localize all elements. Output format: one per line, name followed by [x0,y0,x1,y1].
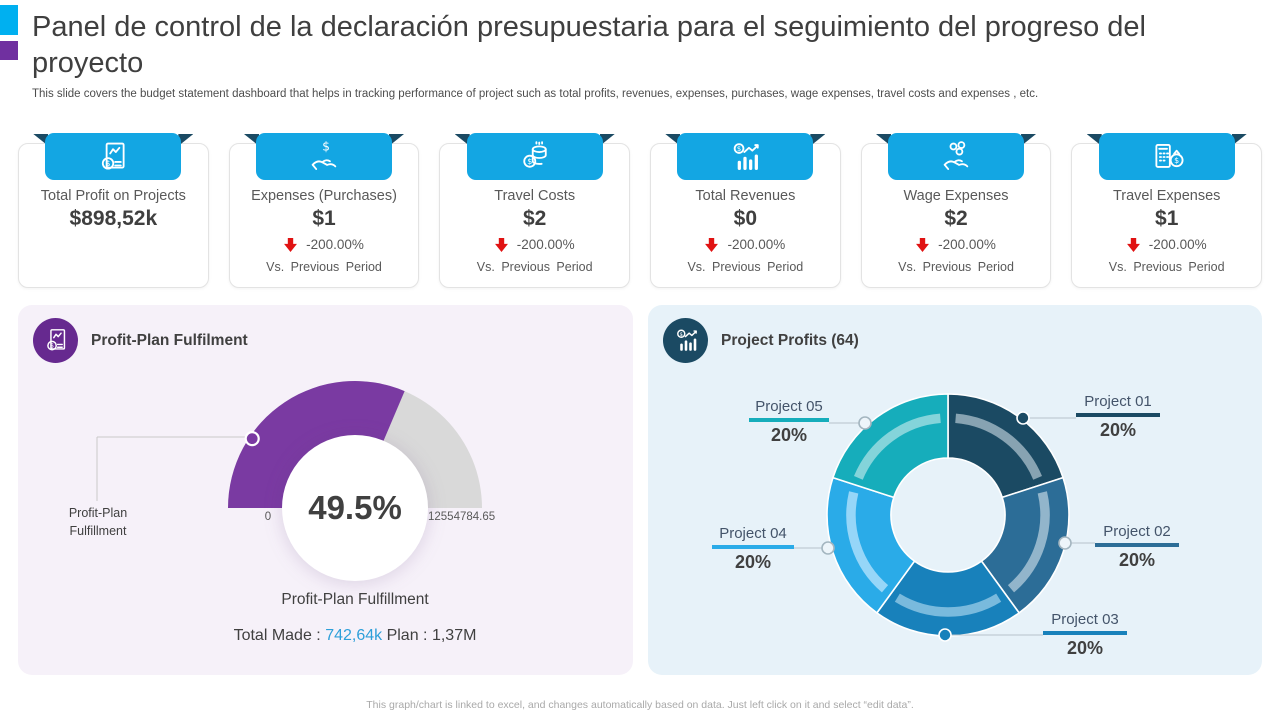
gauge-chart[interactable] [18,305,633,675]
decline-arrow-icon [494,237,508,252]
kpi-compare-label: Vs. Previous Period [687,260,804,274]
donut-callout-project-01: Project 01 20% [1076,393,1160,441]
profit-plan-icon-badge: $ [33,318,78,363]
kpi-compare-label: Vs. Previous Period [898,260,1014,274]
kpi-label: Travel Costs [494,188,576,204]
svg-text:$: $ [106,159,111,168]
kpi-card-tab: $ [677,133,814,180]
decline-arrow-icon [284,237,298,252]
total-made-value: 742,64k [325,627,383,644]
kpi-card-tab: $ [1098,133,1235,180]
kpi-label: Travel Expenses [1112,188,1221,204]
series-name: Project 03 [1051,611,1119,628]
svg-text:$: $ [737,145,741,153]
svg-text:$: $ [322,140,330,154]
footer-note: This graph/chart is linked to excel, and… [366,699,914,711]
kpi-change-value: -200.00% [727,237,786,252]
kpi-card: $ Total Revenues $0 -200.00% Vs. Previou… [650,133,841,288]
series-underline [749,418,829,422]
calculator-money-bag-icon: $ [1155,143,1184,168]
kpi-compare-label: Vs. Previous Period [266,260,382,274]
series-percent: 20% [1066,637,1104,658]
kpi-card: $ Travel Costs $2 -200.00% Vs. Previous … [439,133,631,288]
series-percent: 20% [770,424,808,445]
svg-text:$: $ [679,332,682,338]
gauge-caption: Profit-Plan Fulfillment [281,591,429,608]
donut-callout-project-02: Project 02 20% [1095,523,1179,571]
plan-value: 1,37M [431,627,477,644]
kpi-row: $ Total Profit on Projects $898,52k $ Ex… [18,133,1263,288]
donut-callout-project-04: Project 04 20% [712,525,794,573]
dollar-bar-chart-icon: $ [676,329,697,351]
document-chart-dollar-icon: $ [46,329,65,351]
kpi-value: $1 [1155,207,1179,230]
kpi-value: $2 [944,207,968,230]
hand-dollar-icon: $ [311,140,337,170]
series-name: Project 05 [755,398,823,415]
kpi-value: $2 [523,207,547,230]
gauge-panel: $ Profit-Plan Fulfilment 49.5% 0 1255478… [18,305,633,675]
gauge-series-callout-label: Profit-Plan Fulfillment [68,506,128,539]
kpi-value: $1 [312,207,336,230]
kpi-change-value: -200.00% [938,237,996,252]
kpi-label: Wage Expenses [903,188,1009,204]
donut-callout-project-03: Project 03 20% [1043,611,1127,659]
series-underline [712,545,794,549]
series-percent: 20% [734,551,772,572]
gauge-panel-title: Profit-Plan Fulfilment [91,331,248,349]
kpi-change-value: -200.00% [516,237,575,252]
kpi-card: $ Total Profit on Projects $898,52k [18,133,209,288]
plan-label: Plan : [382,627,432,644]
gauge-value: 49.5% [308,489,402,526]
dollar-bar-chart-icon: $ [734,142,760,170]
series-name: Project 04 [719,525,787,542]
kpi-value: $0 [733,207,758,230]
svg-text:$: $ [527,157,532,166]
series-name: Project 01 [1084,393,1152,410]
series-percent: 20% [1099,419,1137,440]
svg-text:$: $ [50,343,54,350]
donut-chart[interactable] [648,305,1262,675]
kpi-card: Wage Expenses $2 -200.00% Vs. Previous P… [860,133,1052,288]
kpi-change-value: -200.00% [1148,237,1207,252]
series-underline [1043,631,1127,635]
coins-stack-icon: $ [522,140,547,168]
donut-panel: $ Project Profits (64) Project 01 20% Pr… [648,305,1262,675]
series-percent: 20% [1118,549,1156,570]
kpi-card: $ Expenses (Purchases) $1 -200.00% Vs. P… [228,133,420,288]
kpi-label: Total Revenues [695,188,796,204]
hand-coins-icon [943,140,969,170]
accent-bar-purple [0,41,18,60]
total-made-label: Total Made : [233,627,326,644]
kpi-label: Expenses (Purchases) [251,188,397,204]
gauge-summary-line: Total Made : 742,64k Plan : 1,37M [234,627,477,645]
page-title: Panel de control de la declaración presu… [32,11,1146,79]
decline-arrow-icon [916,237,930,252]
series-underline [1076,413,1160,417]
series-underline [1095,543,1179,547]
svg-text:$: $ [1174,156,1179,165]
project-profits-icon-badge: $ [663,318,708,363]
decline-arrow-icon [705,237,719,252]
kpi-card-tab: $ [45,133,182,180]
kpi-label: Total Profit on Projects [40,188,186,204]
kpi-card-tab [888,133,1025,180]
donut-callout-project-05: Project 05 20% [749,398,829,446]
kpi-change-value: -200.00% [306,237,364,252]
gauge-max-label: 12554784.65 [428,511,496,523]
decline-arrow-icon [1126,237,1140,252]
accent-bar-cyan [0,5,18,35]
kpi-value: $898,52k [69,207,158,230]
kpi-compare-label: Vs. Previous Period [476,260,593,274]
series-name: Project 02 [1103,523,1171,540]
gauge-min-label: 0 [264,511,272,523]
document-chart-dollar-icon: $ [102,142,125,170]
donut-panel-title: Project Profits (64) [721,331,859,349]
kpi-card: $ Travel Expenses $1 -200.00% Vs. Previo… [1071,133,1263,288]
kpi-card-tab: $ [466,133,603,180]
kpi-card-tab: $ [256,133,392,180]
page-subtitle: This slide covers the budget statement d… [32,88,1039,100]
kpi-compare-label: Vs. Previous Period [1108,260,1225,274]
